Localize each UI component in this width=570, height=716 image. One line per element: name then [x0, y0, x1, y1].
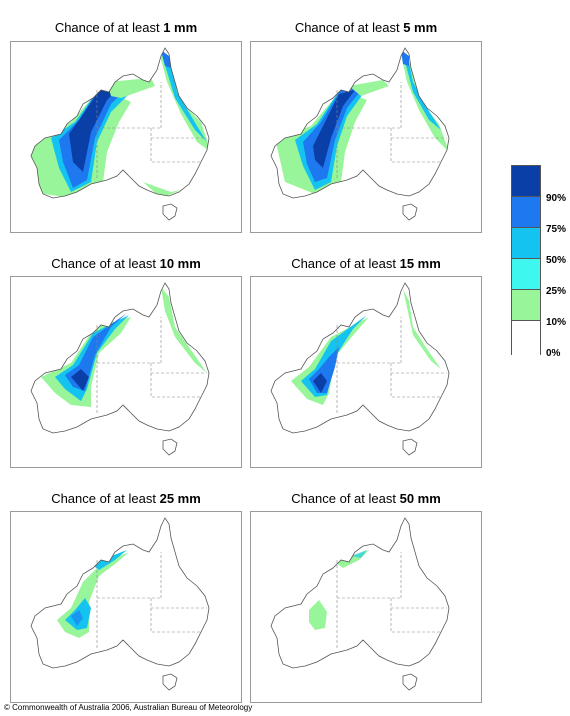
australia-map-1mm	[30, 47, 210, 221]
map-10mm	[10, 276, 242, 468]
map-15mm	[250, 276, 482, 468]
australia-map-5mm	[270, 47, 450, 221]
title-amount: 50 mm	[399, 491, 441, 506]
legend-label-10: 10%	[546, 317, 567, 328]
panel-title-1mm: Chance of at least 1 mm	[10, 20, 242, 35]
title-amount: 25 mm	[159, 491, 201, 506]
legend-label-0: 0%	[546, 348, 561, 359]
australia-map-50mm	[270, 517, 450, 691]
title-prefix: Chance of at least	[51, 256, 160, 271]
legend-swatch-75	[512, 197, 540, 228]
copyright-notice: © Commonwealth of Australia 2006, Austra…	[4, 703, 253, 712]
map-1mm	[10, 41, 242, 233]
title-prefix: Chance of at least	[291, 491, 400, 506]
title-amount: 5 mm	[403, 20, 438, 35]
panel-title-50mm: Chance of at least 50 mm	[250, 491, 482, 506]
australia-map-25mm	[30, 517, 210, 691]
map-5mm	[250, 41, 482, 233]
title-amount: 15 mm	[399, 256, 441, 271]
legend-swatch-0	[512, 321, 540, 356]
title-prefix: Chance of at least	[51, 491, 160, 506]
legend-label-25: 25%	[546, 286, 567, 297]
panel-title-25mm: Chance of at least 25 mm	[10, 491, 242, 506]
title-prefix: Chance of at least	[291, 256, 400, 271]
title-amount: 10 mm	[159, 256, 201, 271]
legend-label-75: 75%	[546, 224, 567, 235]
legend-swatch-10	[512, 290, 540, 321]
panel-title-15mm: Chance of at least 15 mm	[250, 256, 482, 271]
title-amount: 1 mm	[163, 20, 198, 35]
panel-title-10mm: Chance of at least 10 mm	[10, 256, 242, 271]
legend-swatch-90	[512, 166, 540, 197]
title-prefix: Chance of at least	[294, 20, 404, 35]
map-50mm	[250, 511, 482, 703]
map-25mm	[10, 511, 242, 703]
legend-label-90: 90%	[546, 193, 567, 204]
legend-swatch-25	[512, 259, 540, 290]
panel-title-5mm: Chance of at least 5 mm	[250, 20, 482, 35]
legend-swatch-50	[512, 228, 540, 259]
australia-map-15mm	[270, 282, 450, 456]
australia-map-10mm	[30, 282, 210, 456]
legend-color-scale	[511, 165, 541, 356]
legend-label-50: 50%	[546, 255, 567, 266]
title-prefix: Chance of at least	[54, 20, 164, 35]
